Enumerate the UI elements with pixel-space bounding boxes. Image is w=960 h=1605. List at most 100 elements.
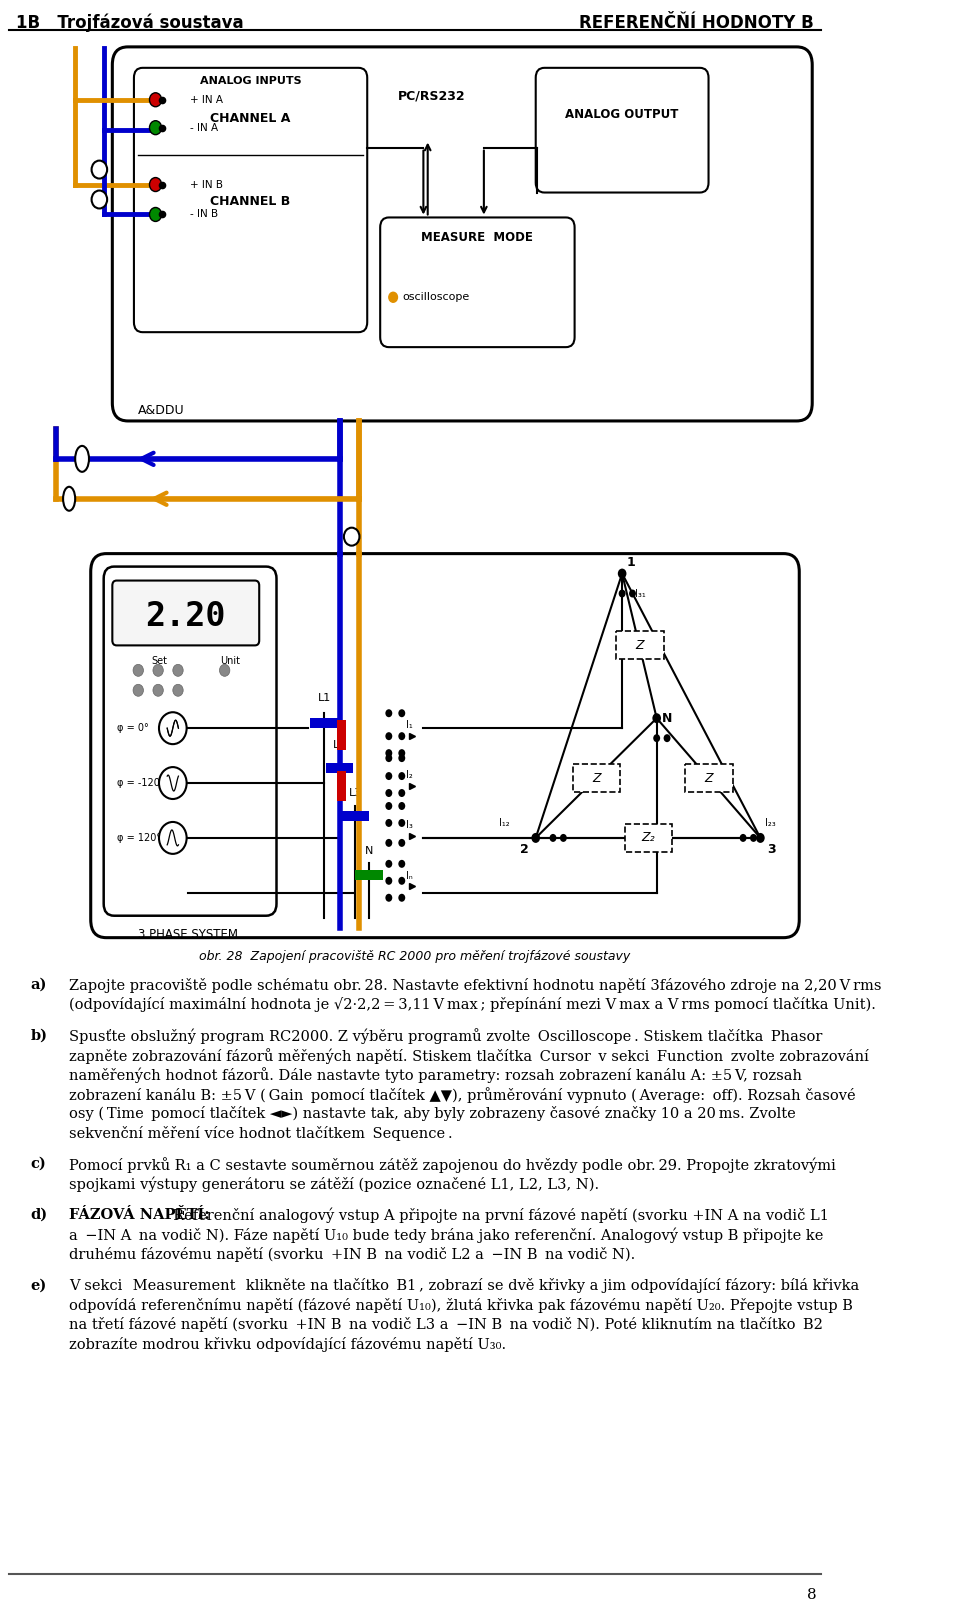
Circle shape [618, 589, 626, 597]
Circle shape [532, 833, 540, 843]
Text: b): b) [31, 1029, 47, 1042]
Text: CHANNEL B: CHANNEL B [210, 194, 291, 207]
Bar [337, 721, 346, 750]
Text: Z₂: Z₂ [641, 831, 655, 844]
Text: zapněte zobrazování fázorů měřených napětí. Stiskem tlačítka  Cursor  v sekci  F: zapněte zobrazování fázorů měřených napě… [69, 1048, 869, 1064]
Circle shape [653, 733, 660, 742]
Text: I₂: I₂ [406, 770, 413, 780]
Circle shape [159, 822, 186, 854]
Circle shape [385, 839, 393, 847]
Circle shape [220, 664, 229, 676]
Text: Z: Z [705, 772, 713, 785]
Text: Unit: Unit [221, 656, 240, 666]
Circle shape [150, 120, 161, 135]
FancyBboxPatch shape [112, 47, 812, 421]
FancyBboxPatch shape [104, 567, 276, 916]
Circle shape [133, 684, 143, 697]
Bar [355, 870, 383, 880]
Circle shape [385, 802, 393, 811]
Text: 8: 8 [807, 1587, 817, 1602]
Circle shape [560, 835, 566, 843]
Text: (odpovídající maximální hodnota je √2·2,2 = 3,11 V max ; přepínání mezi V max a : (odpovídající maximální hodnota je √2·2,… [69, 997, 876, 1013]
Text: L2: L2 [333, 740, 347, 750]
Text: e): e) [31, 1278, 46, 1292]
Circle shape [629, 589, 636, 597]
Circle shape [398, 839, 405, 847]
Text: Z: Z [592, 772, 601, 785]
Text: Spusťte obslužný program RC2000. Z výběru programů zvolte  Oscilloscope . Stiske: Spusťte obslužný program RC2000. Z výběr… [69, 1029, 823, 1045]
Text: c): c) [31, 1157, 46, 1172]
FancyBboxPatch shape [380, 217, 575, 347]
Circle shape [159, 713, 186, 745]
Circle shape [150, 178, 161, 191]
Text: - IN A: - IN A [190, 122, 218, 133]
Circle shape [385, 732, 393, 740]
Circle shape [385, 750, 393, 758]
Text: + IN B: + IN B [190, 180, 223, 189]
Text: 3: 3 [767, 843, 776, 855]
FancyBboxPatch shape [91, 554, 800, 937]
Circle shape [549, 835, 557, 843]
Text: ANALOG OUTPUT: ANALOG OUTPUT [565, 108, 679, 122]
Circle shape [385, 772, 393, 780]
Text: ANALOG INPUTS: ANALOG INPUTS [200, 75, 301, 85]
Circle shape [398, 772, 405, 780]
Text: V sekci   Measurement   klikněte na tlačítko  B1 , zobrazí se dvě křivky a jim o: V sekci Measurement klikněte na tlačítko… [69, 1278, 859, 1294]
Circle shape [344, 528, 359, 546]
Bar [616, 631, 663, 660]
Circle shape [150, 207, 161, 221]
Text: I₁₂: I₁₂ [499, 819, 510, 828]
Circle shape [385, 860, 393, 868]
Circle shape [739, 835, 747, 843]
Circle shape [385, 709, 393, 717]
Bar [625, 823, 672, 852]
Text: oscilloscope: oscilloscope [402, 292, 469, 302]
Text: I₂₃: I₂₃ [765, 819, 776, 828]
Circle shape [618, 568, 627, 578]
Circle shape [398, 754, 405, 762]
Text: odpovídá referenčnímu napětí (fázové napětí U₁₀), žlutá křivka pak fázovému napě: odpovídá referenčnímu napětí (fázové nap… [69, 1298, 853, 1313]
Text: Zapojte pracoviště podle schématu obr. 28. Nastavte efektivní hodnotu napětí 3fá: Zapojte pracoviště podle schématu obr. 2… [69, 977, 881, 992]
Text: 3 PHASE SYSTEM: 3 PHASE SYSTEM [138, 928, 238, 941]
Text: sekvenční měření více hodnot tlačítkem  Sequence .: sekvenční měření více hodnot tlačítkem S… [69, 1125, 453, 1141]
Text: I₃₁: I₃₁ [636, 589, 646, 599]
Circle shape [153, 684, 163, 697]
Bar [573, 764, 620, 791]
Text: na třetí fázové napětí (svorku  +IN B  na vodič L3 a  −IN B  na vodič N). Poté k: na třetí fázové napětí (svorku +IN B na … [69, 1318, 826, 1332]
Circle shape [385, 876, 393, 884]
Text: 2: 2 [520, 843, 529, 855]
Circle shape [150, 93, 161, 108]
Circle shape [398, 860, 405, 868]
Text: Z: Z [636, 639, 644, 652]
Text: N: N [365, 846, 373, 855]
Circle shape [159, 767, 186, 799]
Text: d): d) [31, 1209, 47, 1221]
Text: Pomocí prvků R₁ a C sestavte souměrnou zátěž zapojenou do hvězdy podle obr. 29. : Pomocí prvků R₁ a C sestavte souměrnou z… [69, 1157, 836, 1173]
Circle shape [91, 191, 108, 209]
Bar [685, 764, 732, 791]
Circle shape [398, 802, 405, 811]
Text: φ = -120°: φ = -120° [117, 778, 164, 788]
Text: FÁZOVÁ NAPĚTÍ:: FÁZOVÁ NAPĚTÍ: [69, 1209, 210, 1221]
Text: A&DDU: A&DDU [138, 404, 185, 417]
FancyBboxPatch shape [112, 581, 259, 645]
Circle shape [398, 790, 405, 798]
Text: REFERENČŇÍ HODNOTY B: REFERENČŇÍ HODNOTY B [579, 14, 814, 32]
Circle shape [398, 819, 405, 827]
Text: a  −IN A  na vodič N). Fáze napětí U₁₀ bude tedy brána jako referenční. Analogov: a −IN A na vodič N). Fáze napětí U₁₀ bud… [69, 1228, 824, 1242]
Text: spojkami výstupy generátoru se zátěží (pozice označené L1, L2, L3, N).: spojkami výstupy generátoru se zátěží (p… [69, 1176, 599, 1193]
Bar [337, 770, 346, 801]
Circle shape [173, 684, 183, 697]
Text: MEASURE  MODE: MEASURE MODE [421, 231, 533, 244]
Text: φ = 0°: φ = 0° [117, 724, 149, 733]
Text: Referenční analogový vstup A připojte na první fázové napětí (svorku +IN A na vo: Referenční analogový vstup A připojte na… [164, 1209, 829, 1223]
Text: PC/RS232: PC/RS232 [398, 90, 466, 103]
FancyBboxPatch shape [536, 67, 708, 193]
Circle shape [398, 732, 405, 740]
Circle shape [133, 664, 143, 676]
FancyBboxPatch shape [134, 67, 368, 332]
Circle shape [398, 894, 405, 902]
Circle shape [398, 750, 405, 758]
Text: Set: Set [152, 656, 167, 666]
Circle shape [385, 754, 393, 762]
